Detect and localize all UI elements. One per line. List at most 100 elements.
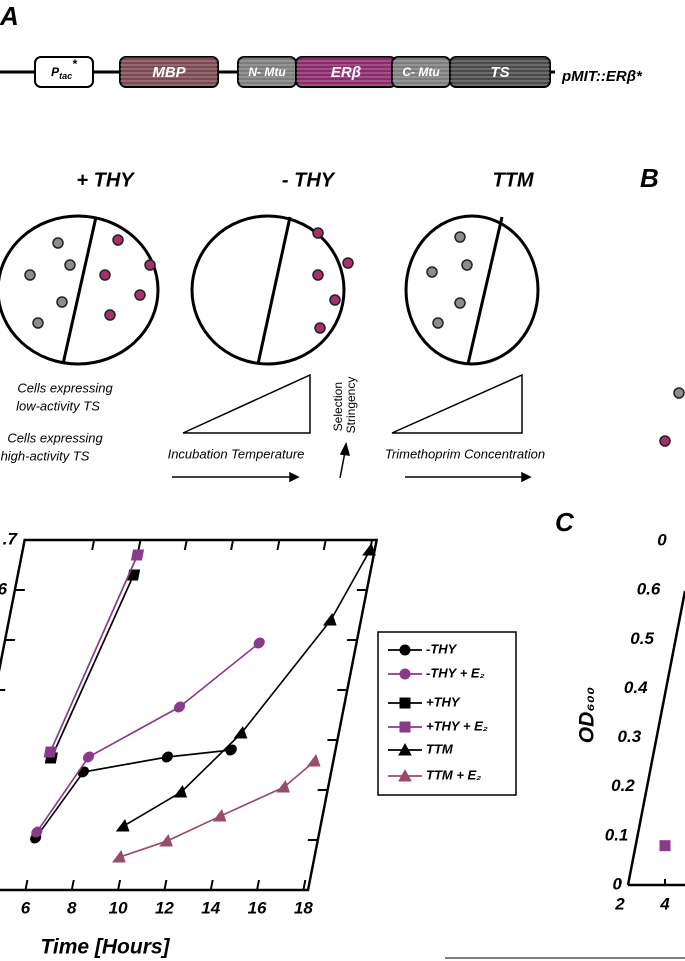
- marker: [212, 808, 227, 822]
- part-label: C- Mtu: [402, 65, 440, 79]
- part-text: MBP: [152, 64, 186, 81]
- x-tick: [302, 880, 307, 890]
- stripes: [120, 57, 218, 87]
- y-tick-label: 0: [657, 530, 667, 549]
- part-sup: *: [72, 57, 78, 71]
- marker: [173, 701, 186, 713]
- plot-frame: [0, 538, 379, 892]
- part-text: P: [51, 65, 60, 79]
- legend-frame: [377, 631, 517, 796]
- y-tick-label: 0.6: [637, 580, 661, 599]
- marker: [130, 549, 145, 561]
- y-tick-label: 0.4: [624, 678, 648, 697]
- stringency-label: Selection Stringency: [331, 377, 358, 434]
- part-label: ERβ: [331, 64, 361, 81]
- series-line: [49, 554, 139, 753]
- key-text: Cells expressing: [7, 430, 103, 445]
- part-label: TS: [490, 64, 509, 81]
- plasmid-name: pMIT::ERβ*: [561, 68, 643, 85]
- y-tick-label: 0.3: [618, 727, 642, 746]
- x-tick: [256, 880, 261, 890]
- y-tick-label: 0.5: [630, 629, 654, 648]
- series-line: [50, 574, 135, 759]
- marker: [159, 833, 173, 847]
- plot: [0, 538, 379, 892]
- x-tick-label: 12: [155, 898, 174, 917]
- part-label: N- Mtu: [248, 65, 286, 79]
- plate-label: - THY: [282, 169, 336, 191]
- x-tick: [117, 880, 122, 890]
- legend: -THY -THY + E₂ +THY +THY + E₂ TTM TTM + E₂: [377, 631, 517, 796]
- x-tick: [91, 540, 96, 550]
- x-tick-label: 14: [201, 898, 220, 917]
- x-tick-label: 8: [67, 898, 77, 917]
- y-axis-label: OD₆₀₀: [576, 687, 599, 743]
- x-tick-label: 4: [659, 894, 670, 913]
- marker: [112, 849, 126, 863]
- legend-label: +THY: [426, 694, 461, 709]
- x-tick: [322, 540, 327, 550]
- x-tick: [209, 880, 214, 890]
- x-tick: [183, 540, 188, 550]
- x-tick-label: 18: [294, 898, 313, 917]
- x-tick: [70, 880, 75, 890]
- legend-label: TTM: [426, 741, 454, 756]
- key-text: low-activity TS: [16, 398, 100, 413]
- part-text: ERβ: [331, 64, 361, 81]
- part-text: N- Mtu: [248, 65, 286, 79]
- marker: [659, 840, 671, 852]
- x-tick: [137, 540, 142, 550]
- stripes: [450, 57, 550, 87]
- x-tick-label: 10: [109, 898, 128, 917]
- part-text: C- Mtu: [402, 65, 440, 79]
- panel-label: A: [0, 1, 19, 31]
- gradient-label: Trimethoprim Concentration: [385, 446, 545, 461]
- legend-label: TTM + E₂: [426, 767, 481, 782]
- marker: [115, 818, 130, 832]
- construct-part: [34, 56, 94, 88]
- series-line: [119, 760, 316, 858]
- panel-label: C: [555, 507, 575, 537]
- marker: [399, 644, 411, 656]
- x-tick: [163, 880, 168, 890]
- marker: [398, 742, 412, 756]
- panel-label: B: [640, 163, 659, 193]
- x-tick-label: 16: [248, 898, 267, 917]
- x-tick: [276, 540, 281, 550]
- marker: [399, 697, 411, 709]
- y-tick-label: .7: [3, 529, 19, 548]
- marker: [399, 668, 411, 680]
- marker: [173, 784, 188, 798]
- stripes: [392, 57, 450, 87]
- stringency-line: Stringency: [344, 377, 358, 434]
- marker: [399, 721, 411, 733]
- x-axis-label: Time [Hours]: [40, 936, 170, 959]
- part-sub: tac: [59, 71, 72, 81]
- series-line: [123, 549, 371, 827]
- stripes: [296, 57, 396, 87]
- marker: [233, 725, 248, 739]
- x-tick: [24, 880, 29, 890]
- plate-label: + THY: [76, 169, 135, 191]
- x-tick-label: 6: [21, 898, 31, 917]
- series-line: [34, 749, 232, 839]
- stringency-line: Selection: [331, 382, 345, 431]
- marker: [276, 779, 290, 793]
- part-label: MBP: [152, 64, 186, 81]
- y-axis: [626, 590, 685, 886]
- marker: [322, 612, 337, 626]
- part-text: TS: [490, 64, 509, 81]
- marker: [398, 768, 412, 782]
- marker: [43, 746, 57, 758]
- gradients: [172, 373, 532, 483]
- y-tick-label: 0.1: [605, 825, 629, 844]
- marker: [362, 542, 376, 556]
- legend-label: -THY: [426, 641, 458, 656]
- marker: [253, 637, 265, 649]
- marker: [225, 744, 237, 756]
- colonies: [24, 227, 685, 447]
- y-tick-label: 6: [0, 579, 8, 598]
- marker: [83, 751, 95, 763]
- series-line: [36, 642, 260, 833]
